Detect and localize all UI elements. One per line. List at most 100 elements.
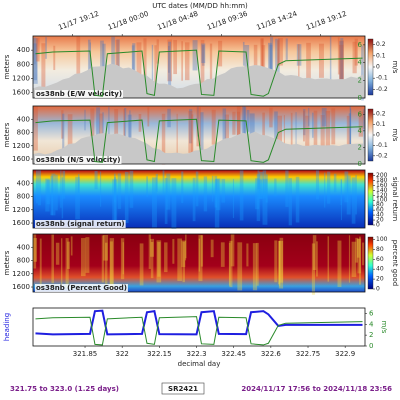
heatmap-texture <box>252 243 258 291</box>
heatmap-texture <box>124 108 127 141</box>
heatmap-texture <box>46 179 51 205</box>
heatmap-texture <box>109 241 113 289</box>
heatmap-texture <box>168 41 172 88</box>
heatmap-texture <box>262 178 268 225</box>
heatmap-texture <box>346 115 350 156</box>
heatmap-texture <box>60 238 63 289</box>
colorbar-tick-label: 60 <box>376 207 384 214</box>
colorbar-tick-label: -0.1 <box>376 75 388 82</box>
heatmap-texture <box>228 242 231 286</box>
colorbar-tick-label: 160 <box>376 182 388 189</box>
y-tick-label: 800 <box>17 60 30 68</box>
heatmap-texture <box>324 172 326 208</box>
heatmap-texture <box>259 171 264 199</box>
colorbar-tick-label: 100 <box>376 236 388 243</box>
heatmap-texture <box>337 37 340 75</box>
top-tick-label: 11/18 14:24 <box>255 9 298 31</box>
heatmap-texture <box>222 108 227 142</box>
heatmap-texture <box>196 107 201 147</box>
heatmap-texture <box>156 39 159 64</box>
heatmap-texture <box>312 235 317 270</box>
colorbar <box>367 172 374 226</box>
heatmap-texture <box>152 177 157 228</box>
heatmap-texture <box>181 171 184 203</box>
heatmap-texture <box>290 112 293 151</box>
heatmap-texture <box>296 44 302 66</box>
heatmap-texture <box>162 170 165 196</box>
x-tick-label: 322.75 <box>296 350 321 358</box>
heatmap-texture <box>195 171 199 207</box>
heatmap-texture <box>312 112 314 138</box>
panel-label: os38nb (E/W velocity) <box>36 90 122 98</box>
heatmap-texture <box>242 41 245 66</box>
heatmap-texture <box>348 113 351 149</box>
y2-tick-label: 2 <box>358 76 362 84</box>
panel-label: os38nb (signal return) <box>36 220 125 228</box>
heatmap-texture <box>362 110 365 129</box>
y-tick-label: 1200 <box>12 270 30 278</box>
colorbar-tick-label: 100 <box>376 197 388 204</box>
heatmap-texture <box>115 39 120 68</box>
bottom-mask <box>33 63 365 98</box>
heatmap-texture <box>278 240 281 287</box>
panel-frame <box>32 105 366 165</box>
y-axis-label: meters <box>3 250 11 275</box>
heatmap-texture <box>303 110 305 142</box>
heatmap-texture <box>329 36 332 89</box>
colorbar-tick-label: 180 <box>376 177 388 184</box>
y2-tick-label: 4 <box>358 127 363 135</box>
colorbar-tick-label: -0.2 <box>376 152 388 159</box>
heatmap-texture <box>148 234 151 269</box>
heatmap-texture <box>327 171 331 204</box>
heatmap-texture <box>337 240 342 287</box>
panel-label: os38nb (Percent Good) <box>36 284 127 292</box>
heatmap-texture <box>354 38 358 66</box>
y-tick-label: 1200 <box>12 75 30 83</box>
heatmap-texture <box>200 39 205 85</box>
heatmap-texture <box>349 106 351 159</box>
heatmap-texture <box>127 114 132 138</box>
heatmap-texture <box>275 38 280 79</box>
heatmap-texture <box>33 106 38 151</box>
heatmap-texture <box>67 241 70 269</box>
heatmap-texture <box>201 45 205 66</box>
heatmap-texture <box>349 108 352 159</box>
heatmap-texture <box>102 43 106 89</box>
heatmap-texture <box>184 240 187 261</box>
heatmap-texture <box>94 171 98 190</box>
heatmap-texture <box>116 39 120 73</box>
heatmap-texture <box>256 242 259 286</box>
heatmap-texture <box>123 109 125 149</box>
heatmap-texture <box>112 179 118 222</box>
heatmap-texture <box>362 242 365 266</box>
heatmap-texture <box>155 173 158 192</box>
panel-label-bg <box>35 156 122 164</box>
colorbar-tick-label: 0.1 <box>376 52 386 59</box>
heatmap-texture <box>346 175 351 215</box>
heatmap-texture <box>277 240 281 285</box>
x-axis-label: decimal day <box>178 360 221 368</box>
heatmap-texture <box>70 236 73 256</box>
heatmap-texture <box>185 42 190 81</box>
colorbar-label: percent good <box>391 240 399 287</box>
heatmap-texture <box>279 237 284 283</box>
heatmap-texture <box>188 109 193 144</box>
heatmap-texture <box>355 175 357 215</box>
speed-line <box>35 118 363 163</box>
heatmap-texture <box>268 42 272 79</box>
y2-tick-label: 4 <box>369 320 374 328</box>
heatmap-texture <box>146 176 148 197</box>
heatmap-texture <box>147 107 150 127</box>
heatmap-texture <box>33 38 38 84</box>
heatmap-texture <box>108 106 110 147</box>
y-tick-label: 1600 <box>12 89 30 97</box>
heatmap-texture <box>55 242 60 265</box>
y-tick-label: 1600 <box>12 155 30 163</box>
heatmap-texture <box>164 242 168 273</box>
top-tick-label: 11/18 00:00 <box>107 10 150 32</box>
heatmap-texture <box>76 36 81 88</box>
heatmap-texture <box>265 174 268 203</box>
y-tick-label: 1200 <box>12 206 30 214</box>
heatmap-texture <box>295 112 297 156</box>
